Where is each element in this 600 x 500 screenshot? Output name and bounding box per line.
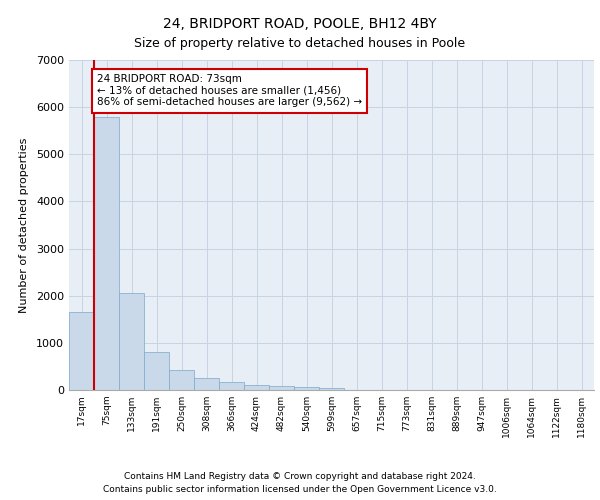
Bar — [144, 352, 169, 390]
Bar — [169, 370, 194, 390]
Bar — [194, 378, 219, 390]
Text: Contains public sector information licensed under the Open Government Licence v3: Contains public sector information licen… — [103, 485, 497, 494]
Text: 24, BRIDPORT ROAD, POOLE, BH12 4BY: 24, BRIDPORT ROAD, POOLE, BH12 4BY — [163, 18, 437, 32]
Y-axis label: Number of detached properties: Number of detached properties — [19, 138, 29, 312]
Text: Size of property relative to detached houses in Poole: Size of property relative to detached ho… — [134, 38, 466, 51]
Text: Contains HM Land Registry data © Crown copyright and database right 2024.: Contains HM Land Registry data © Crown c… — [124, 472, 476, 481]
Bar — [244, 386, 269, 390]
Bar — [94, 116, 119, 390]
Text: 24 BRIDPORT ROAD: 73sqm
← 13% of detached houses are smaller (1,456)
86% of semi: 24 BRIDPORT ROAD: 73sqm ← 13% of detache… — [97, 74, 362, 108]
Bar — [119, 294, 144, 390]
Bar — [294, 387, 319, 390]
Bar — [319, 388, 344, 390]
Bar — [69, 312, 94, 390]
Bar — [219, 382, 244, 390]
Bar — [269, 386, 294, 390]
